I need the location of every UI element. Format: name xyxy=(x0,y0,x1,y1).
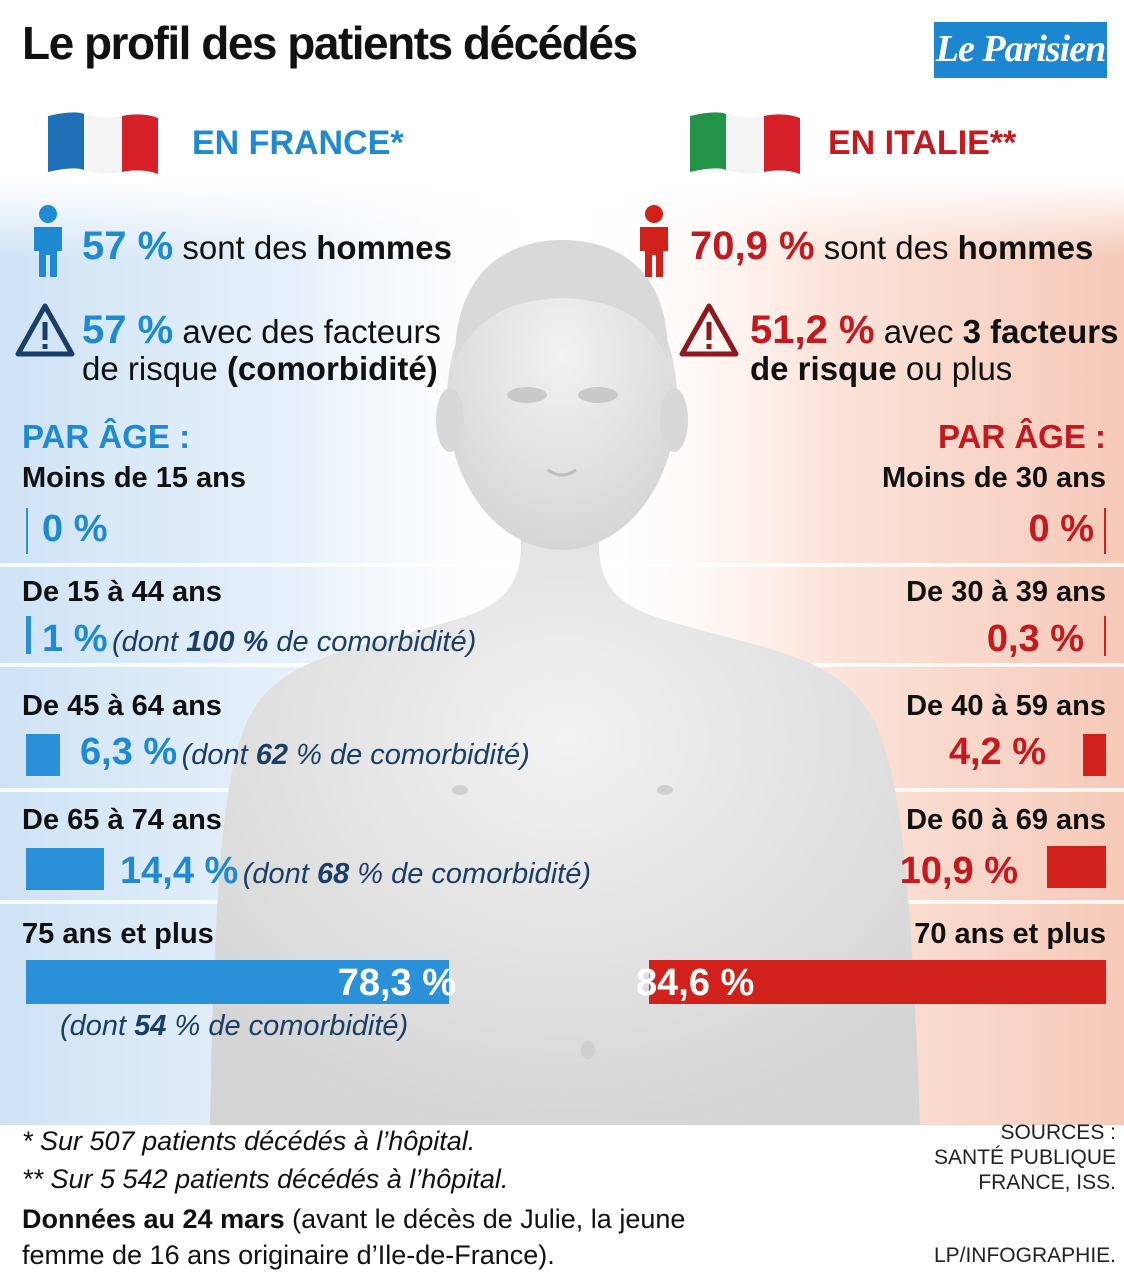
italy-age-label-2: De 40 à 59 ans xyxy=(906,690,1106,722)
france-age-com-4: (dont 54 % de comorbidité) xyxy=(60,1010,408,1043)
footnote-france: * Sur 507 patients décédés à l’hôpital. xyxy=(22,1126,476,1156)
italy-risk-bold1: 3 facteurs xyxy=(962,313,1119,350)
le-parisien-logo: Le Parisien xyxy=(934,22,1107,78)
italy-age-bar-1 xyxy=(1104,616,1106,656)
france-risk-text2: de risque xyxy=(82,350,227,387)
france-age-label-2: De 45 à 64 ans xyxy=(22,690,222,722)
footnote-date-rest: (avant le décès de Julie, la jeune xyxy=(284,1204,686,1234)
france-age-label-0: Moins de 15 ans xyxy=(22,462,247,494)
france-flag-icon xyxy=(48,112,158,174)
com-pre: (dont xyxy=(242,858,317,890)
person-icon xyxy=(640,205,668,277)
france-age-bar-4 xyxy=(26,960,449,1004)
person-icon xyxy=(34,205,62,277)
france-age-row-1: 1 % (dont 100 % de comorbidité) xyxy=(42,618,476,661)
france-risk-line2: de risque (comorbidité) xyxy=(82,350,438,388)
france-age-row-3: 14,4 % (dont 68 % de comorbidité) xyxy=(120,850,591,893)
background-illustration xyxy=(0,180,1124,1125)
italy-risk-line1: 51,2 % avec 3 facteurs xyxy=(750,308,1119,353)
warning-icon xyxy=(15,303,75,357)
france-age-pct-0: 0 % xyxy=(42,508,108,550)
com-post: % de comorbidité) xyxy=(288,739,530,771)
france-age-com-1: (dont 100 % de comorbidité) xyxy=(112,626,476,658)
com-value: 62 xyxy=(255,739,289,771)
italy-men-stat: 70,9 % sont des hommes xyxy=(690,224,1093,269)
com-post: de comorbidité) xyxy=(268,626,477,658)
italy-age-pct-1: 0,3 % xyxy=(986,618,1084,660)
footnote-date: Données au 24 mars (avant le décès de Ju… xyxy=(22,1204,685,1235)
sources-line3: FRANCE, ISS. xyxy=(978,1171,1116,1194)
sources: SOURCES : SANTÉ PUBLIQUE FRANCE, ISS. xyxy=(934,1120,1116,1195)
france-age-label-1: De 15 à 44 ans xyxy=(22,576,222,608)
france-age-pct-3: 14,4 % xyxy=(120,850,239,892)
footnote-italy: ** Sur 5 542 patients décédés à l’hôpita… xyxy=(22,1164,509,1194)
italy-risk-value: 51,2 % xyxy=(750,308,875,352)
com-pre: (dont xyxy=(60,1010,135,1042)
italy-age-label-4: 70 ans et plus xyxy=(914,918,1106,950)
italy-heading: EN ITALIE** xyxy=(828,124,1017,162)
com-value: 68 xyxy=(316,858,350,890)
france-age-label-3: De 65 à 74 ans xyxy=(22,804,222,836)
italy-risk-bold2: de risque xyxy=(750,350,897,387)
italy-men-text: sont des xyxy=(823,229,949,266)
italy-flag-icon xyxy=(690,112,800,174)
france-age-com-3: (dont 68 % de comorbidité) xyxy=(243,858,591,890)
france-men-bold: hommes xyxy=(316,229,452,266)
france-age-com-2: (dont 62 % de comorbidité) xyxy=(182,739,530,771)
italy-age-bar-4 xyxy=(649,960,1106,1004)
france-age-pct-4: 78,3 % xyxy=(337,962,456,1004)
com-pre: (dont xyxy=(111,626,187,658)
france-men-text: sont des xyxy=(182,229,308,266)
italy-age-label-3: De 60 à 69 ans xyxy=(906,804,1106,836)
italy-age-bar-0 xyxy=(1104,508,1106,554)
france-age-pct-1: 1 % xyxy=(42,618,108,660)
france-age-bar-2 xyxy=(26,734,60,776)
france-men-value: 57 % xyxy=(82,224,174,268)
warning-icon xyxy=(679,303,739,357)
com-value: 54 xyxy=(134,1010,167,1042)
france-heading: EN FRANCE* xyxy=(192,124,404,162)
footnote-date-bold: Données au 24 mars xyxy=(22,1204,285,1234)
italy-risk-line2: de risque ou plus xyxy=(750,350,1012,388)
italy-age-label-0: Moins de 30 ans xyxy=(881,462,1106,494)
france-age-pct-2: 6,3 % xyxy=(80,731,178,773)
italy-age-bar-2 xyxy=(1083,734,1106,776)
france-risk-line1: 57 % avec des facteurs xyxy=(82,308,441,353)
italy-risk-text1: avec xyxy=(883,313,963,350)
france-risk-bold: (comorbidité) xyxy=(226,350,438,387)
italy-age-label-1: De 30 à 39 ans xyxy=(906,576,1106,608)
france-age-bar-0 xyxy=(26,508,28,554)
italy-men-value: 70,9 % xyxy=(690,224,815,268)
france-age-bar-3 xyxy=(26,848,104,890)
france-men-stat: 57 % sont des hommes xyxy=(82,224,452,269)
italy-age-bar-3 xyxy=(1047,846,1106,888)
france-risk-value: 57 % xyxy=(82,308,174,352)
com-value: 100 % xyxy=(186,626,269,658)
france-age-bar-1 xyxy=(26,616,31,654)
italy-age-pct-2: 4,2 % xyxy=(948,731,1046,773)
france-age-row-2: 6,3 % (dont 62 % de comorbidité) xyxy=(80,731,530,774)
italy-age-pct-0: 0 % xyxy=(1028,508,1094,550)
com-pre: (dont xyxy=(181,739,256,771)
italy-men-bold: hommes xyxy=(957,229,1094,266)
italy-age-pct-3: 10,9 % xyxy=(899,850,1018,892)
france-age-heading: PAR ÂGE : xyxy=(22,418,191,455)
com-post: % de comorbidité) xyxy=(349,858,591,890)
italy-age-heading: PAR ÂGE : xyxy=(937,418,1106,455)
france-age-label-4: 75 ans et plus xyxy=(22,918,214,950)
com-post: % de comorbidité) xyxy=(166,1010,409,1042)
france-risk-text1: avec des facteurs xyxy=(182,313,441,350)
sources-line1: SOURCES : xyxy=(1000,1121,1116,1144)
page-title: Le profil des patients décédés xyxy=(22,17,638,69)
footnote-julie: femme de 16 ans originaire d’Ile-de-Fran… xyxy=(22,1240,555,1270)
italy-age-pct-4: 84,6 % xyxy=(636,962,755,1004)
italy-risk-text2: ou plus xyxy=(896,350,1013,387)
credit: LP/INFOGRAPHIE. xyxy=(933,1244,1116,1267)
sources-line2: SANTÉ PUBLIQUE xyxy=(933,1146,1116,1169)
